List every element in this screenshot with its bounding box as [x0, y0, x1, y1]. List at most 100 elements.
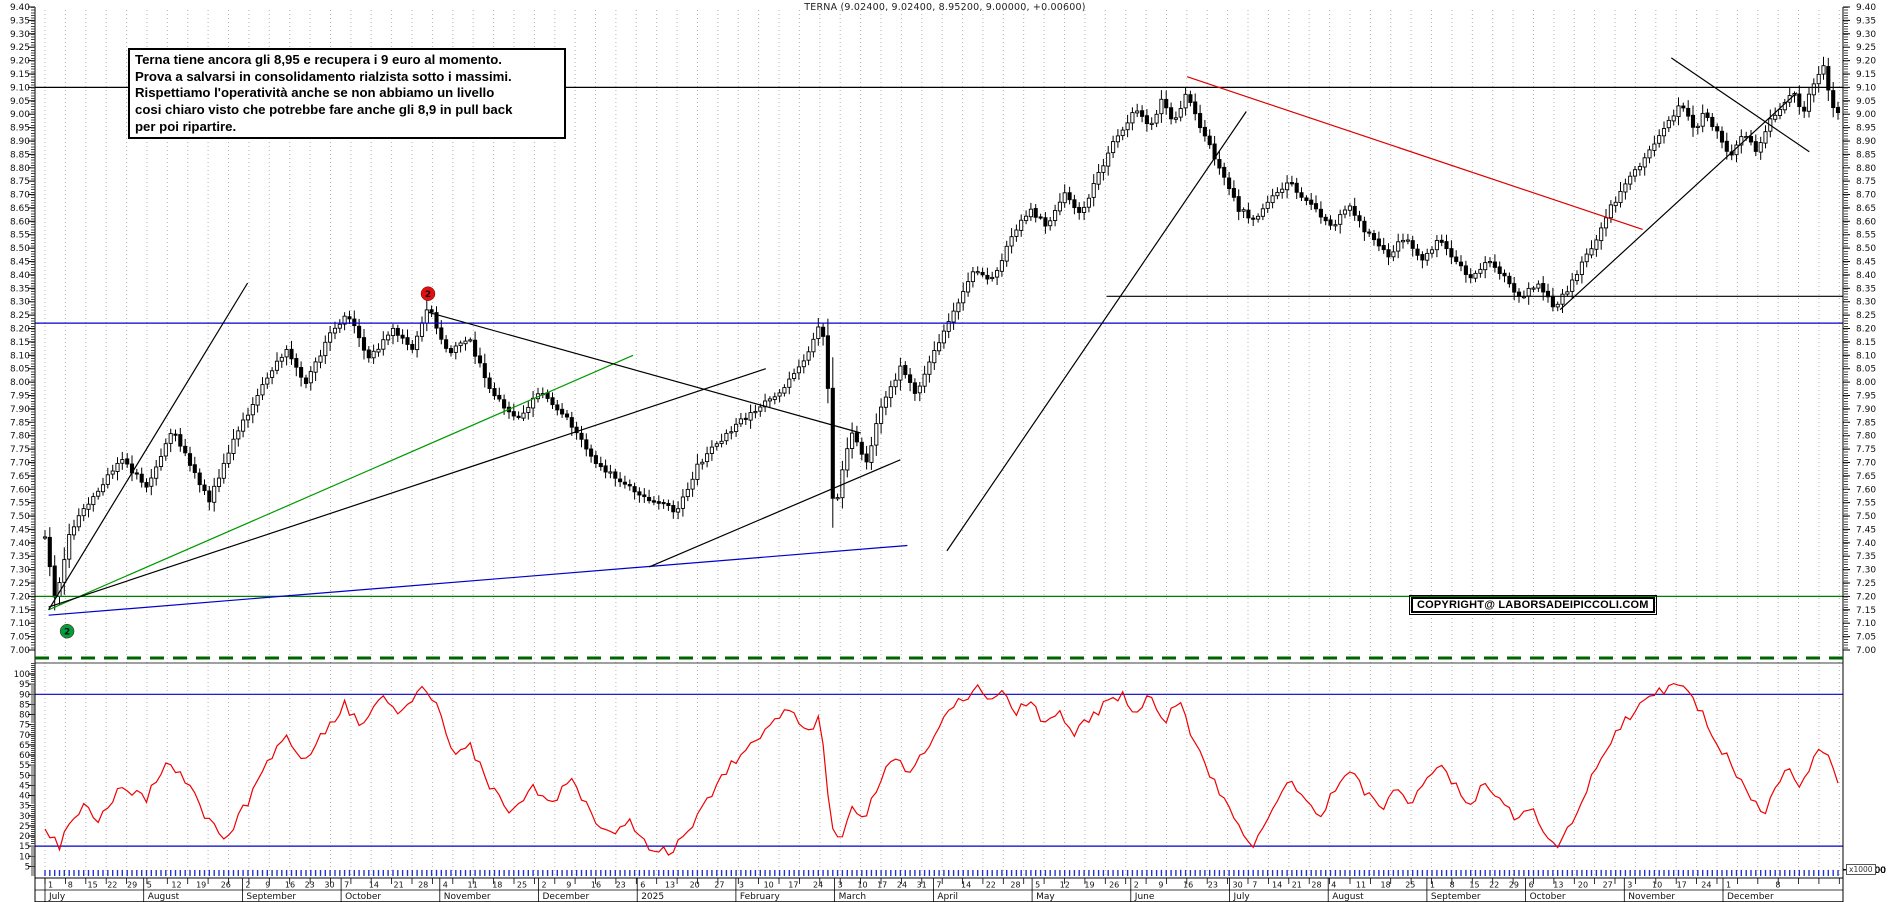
- svg-text:8.95: 8.95: [10, 124, 30, 134]
- wave-marker[interactable]: 2: [420, 286, 436, 301]
- svg-text:8.70: 8.70: [10, 191, 30, 201]
- svg-text:8.10: 8.10: [1856, 351, 1876, 361]
- svg-text:7.50: 7.50: [1856, 512, 1876, 522]
- svg-text:October: October: [1530, 892, 1566, 902]
- svg-text:9.25: 9.25: [1856, 43, 1876, 53]
- svg-text:5: 5: [1035, 881, 1040, 890]
- svg-text:9.20: 9.20: [1856, 57, 1876, 67]
- svg-text:7.85: 7.85: [10, 418, 30, 428]
- svg-text:75: 75: [19, 721, 30, 731]
- svg-text:14: 14: [369, 881, 379, 890]
- svg-text:18: 18: [1381, 881, 1391, 890]
- svg-text:7.65: 7.65: [1856, 472, 1876, 482]
- svg-text:8.55: 8.55: [10, 231, 30, 241]
- svg-text:7.15: 7.15: [10, 606, 30, 616]
- svg-text:8.85: 8.85: [10, 150, 30, 160]
- svg-text:7.80: 7.80: [10, 432, 30, 442]
- svg-text:2: 2: [245, 881, 250, 890]
- svg-text:8.75: 8.75: [10, 177, 30, 187]
- svg-text:7.20: 7.20: [10, 592, 30, 602]
- svg-text:28: 28: [1010, 881, 1020, 890]
- svg-text:7.45: 7.45: [1856, 525, 1876, 535]
- svg-text:26: 26: [221, 881, 231, 890]
- svg-text:9.05: 9.05: [10, 97, 30, 107]
- svg-text:9.25: 9.25: [10, 43, 30, 53]
- svg-text:8.25: 8.25: [10, 311, 30, 321]
- svg-text:9.20: 9.20: [10, 57, 30, 67]
- svg-text:3: 3: [1627, 881, 1632, 890]
- svg-text:8.10: 8.10: [10, 351, 30, 361]
- svg-text:7.25: 7.25: [10, 579, 30, 589]
- svg-text:8.00: 8.00: [1856, 378, 1876, 388]
- svg-text:7.95: 7.95: [1856, 392, 1876, 402]
- svg-text:25: 25: [517, 881, 527, 890]
- svg-text:29: 29: [127, 881, 137, 890]
- svg-text:October: October: [345, 892, 381, 902]
- svg-text:40: 40: [19, 792, 30, 802]
- svg-text:22: 22: [1489, 881, 1499, 890]
- svg-text:85: 85: [19, 700, 30, 710]
- svg-text:8.20: 8.20: [10, 325, 30, 335]
- svg-text:7.00: 7.00: [1856, 646, 1876, 656]
- svg-text:9: 9: [566, 881, 571, 890]
- svg-text:20: 20: [690, 881, 700, 890]
- svg-text:7.75: 7.75: [10, 445, 30, 455]
- svg-text:35: 35: [19, 802, 30, 812]
- svg-text:2: 2: [425, 290, 431, 300]
- svg-text:9.30: 9.30: [10, 30, 30, 40]
- svg-text:8.90: 8.90: [10, 137, 30, 147]
- svg-text:7.05: 7.05: [1856, 633, 1876, 643]
- svg-text:55: 55: [19, 761, 30, 771]
- svg-text:8.45: 8.45: [1856, 258, 1876, 268]
- svg-text:7.65: 7.65: [10, 472, 30, 482]
- svg-text:7.70: 7.70: [10, 459, 30, 469]
- wave-marker[interactable]: 2: [59, 623, 75, 639]
- analysis-note-box[interactable]: Terna tiene ancora gli 8,95 e recupera i…: [128, 48, 566, 140]
- svg-text:7.20: 7.20: [1856, 592, 1876, 602]
- svg-text:10: 10: [857, 881, 867, 890]
- svg-text:28: 28: [418, 881, 428, 890]
- svg-text:7.75: 7.75: [1856, 445, 1876, 455]
- svg-text:27: 27: [1603, 881, 1613, 890]
- svg-text:8.15: 8.15: [1856, 338, 1876, 348]
- svg-text:8.50: 8.50: [1856, 244, 1876, 254]
- svg-text:9.30: 9.30: [1856, 30, 1876, 40]
- trendlines[interactable]: [48, 57, 1810, 616]
- svg-text:9.05: 9.05: [1856, 97, 1876, 107]
- svg-text:7.25: 7.25: [1856, 579, 1876, 589]
- svg-text:8: 8: [68, 881, 73, 890]
- svg-text:23: 23: [616, 881, 626, 890]
- svg-text:24: 24: [897, 881, 907, 890]
- svg-text:7.45: 7.45: [10, 525, 30, 535]
- svg-text:19: 19: [196, 881, 206, 890]
- svg-text:7.90: 7.90: [10, 405, 30, 415]
- svg-text:8.05: 8.05: [1856, 365, 1876, 375]
- svg-text:7.80: 7.80: [1856, 432, 1876, 442]
- svg-text:17: 17: [1677, 881, 1687, 890]
- svg-text:30: 30: [19, 812, 30, 822]
- svg-text:45: 45: [19, 781, 30, 791]
- svg-text:8.75: 8.75: [1856, 177, 1876, 187]
- svg-text:7.05: 7.05: [10, 633, 30, 643]
- svg-text:20: 20: [1578, 881, 1588, 890]
- svg-text:14: 14: [1272, 881, 1282, 890]
- svg-text:2: 2: [542, 881, 547, 890]
- svg-text:22: 22: [986, 881, 996, 890]
- svg-text:9.40: 9.40: [10, 3, 30, 13]
- svg-text:9.10: 9.10: [1856, 83, 1876, 93]
- svg-text:7.90: 7.90: [1856, 405, 1876, 415]
- svg-text:8.55: 8.55: [1856, 231, 1876, 241]
- left-oscillator-minor-ticks: [31, 663, 35, 876]
- svg-text:10: 10: [764, 881, 774, 890]
- svg-text:26: 26: [1109, 881, 1119, 890]
- svg-text:23: 23: [305, 881, 315, 890]
- svg-text:10: 10: [1652, 881, 1662, 890]
- svg-text:8.65: 8.65: [1856, 204, 1876, 214]
- copyright-box: COPYRIGHT@ LABORSADEIPICCOLI.COM: [1409, 595, 1657, 615]
- svg-text:December: December: [543, 892, 590, 902]
- svg-text:July: July: [1233, 892, 1251, 902]
- svg-text:8: 8: [1775, 881, 1780, 890]
- svg-text:9.15: 9.15: [1856, 70, 1876, 80]
- svg-text:9: 9: [1158, 881, 1163, 890]
